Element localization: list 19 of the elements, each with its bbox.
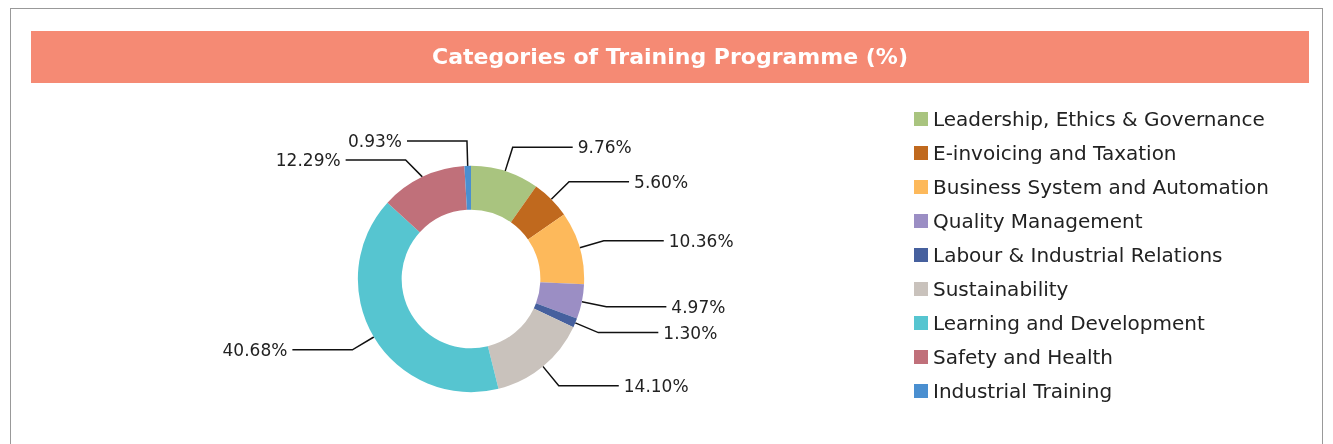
legend-label: Learning and Development (933, 311, 1205, 335)
data-label: 4.97% (671, 296, 726, 317)
data-label: 12.29% (275, 149, 341, 170)
legend-label: Sustainability (933, 277, 1069, 301)
chart-title: Categories of Training Programme (%) (31, 31, 1309, 83)
legend-label: Safety and Health (933, 345, 1113, 369)
legend-label: Industrial Training (933, 379, 1113, 403)
data-label: 9.76% (577, 137, 632, 158)
data-label: 14.10% (623, 375, 689, 396)
legend-label: Quality Management (933, 209, 1143, 233)
data-label: 5.60% (634, 171, 689, 192)
data-label: 0.93% (347, 130, 402, 151)
legend-label: Leadership, Ethics & Governance (933, 107, 1265, 131)
data-label: 10.36% (668, 230, 734, 251)
data-label: 40.68% (222, 339, 288, 360)
data-label: 1.30% (663, 322, 718, 343)
legend-label: Business System and Automation (933, 175, 1269, 199)
legend-label: Labour & Industrial Relations (933, 243, 1223, 267)
legend-label: E-invoicing and Taxation (933, 141, 1177, 165)
